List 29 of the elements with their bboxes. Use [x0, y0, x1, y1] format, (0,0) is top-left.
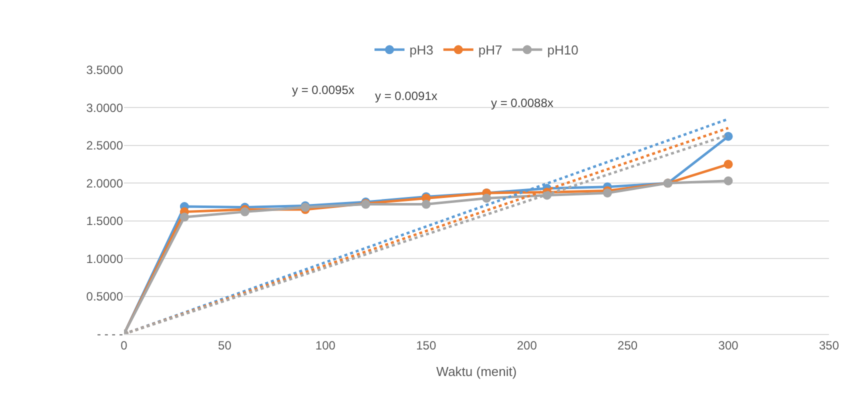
x-tick-label: 350	[818, 338, 840, 352]
x-tick-label: 250	[618, 338, 638, 352]
annotation: y = 0.0088x	[491, 96, 554, 110]
x-tick-label: 300	[718, 338, 739, 352]
point	[724, 176, 733, 186]
point	[482, 194, 492, 203]
y-tick-label: 0.5000	[86, 289, 124, 304]
x-axis-title: Waktu (menit)	[436, 364, 517, 379]
annotation: y = 0.0095x	[292, 83, 354, 97]
x-tick-label: 50	[218, 338, 232, 352]
y-tick-label: 3.5000	[86, 63, 124, 78]
legend-label: pH7	[478, 42, 502, 58]
y-tick-label: 3.0000	[86, 100, 124, 115]
x-tick-label: 0	[120, 338, 128, 352]
y-tick-label: - - - -	[97, 327, 123, 342]
legend-label: pH10	[547, 42, 578, 58]
annotation: y = 0.0091x	[375, 89, 438, 103]
point	[180, 212, 189, 222]
point	[724, 132, 733, 141]
point	[724, 160, 733, 169]
y-tick-label: 2.0000	[86, 176, 124, 190]
y-tick-label: 1.0000	[86, 252, 124, 266]
legend-label: pH3	[410, 42, 434, 58]
y-tick-label: 1.5000	[86, 214, 124, 228]
x-tick-label: 100	[315, 338, 336, 352]
y-tick-label: 2.5000	[86, 138, 124, 153]
x-tick-label: 200	[516, 338, 538, 352]
point	[422, 200, 431, 209]
x-tick-label: 150	[416, 338, 436, 352]
